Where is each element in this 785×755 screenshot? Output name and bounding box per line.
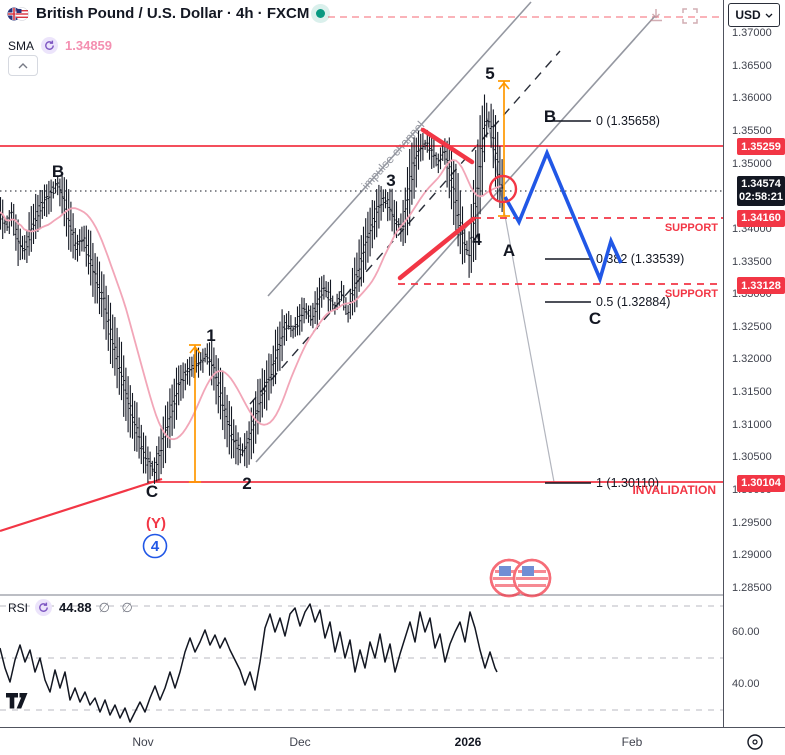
wave-label[interactable]: B [52,162,64,181]
fib-level-label: 0.382 (1.33539) [596,252,684,266]
cycle-degree-label[interactable]: 4 [151,538,160,555]
red-marker-segment[interactable] [397,216,476,281]
tradingview-logo[interactable] [6,692,32,710]
collapse-panel-button[interactable] [8,55,38,76]
price-tick-label: 1.36500 [732,59,772,72]
level-annotation: SUPPORT [665,222,718,234]
currency-pair-watermark-icon [489,558,552,598]
rsi-label[interactable]: RSI [8,600,29,615]
price-tick-label: 1.32500 [732,320,772,333]
last-price-badge[interactable]: 1.34574 02:58:21 [737,176,785,207]
symbol-title[interactable]: British Pound / U.S. Dollar · 4h · FXCM [36,5,310,22]
red-marker-segment[interactable] [420,127,475,165]
rsi-source-icons[interactable]: ∅ ∅ [98,599,137,615]
channel-upper-line[interactable] [267,1,532,297]
projection-zigzag[interactable] [503,148,623,285]
rsi-tick-label: 40.00 [732,678,760,690]
channel-lower-line[interactable] [255,15,656,463]
chart-header: British Pound / U.S. Dollar · 4h · FXCM [7,5,326,22]
wave-label[interactable]: 5 [485,64,494,83]
time-axis-label: Feb [621,735,643,749]
measure-line-arrow [498,81,510,90]
currency-selector[interactable]: USD [728,3,780,27]
time-axis-label: Nov [132,735,154,749]
rsi-refresh-icon[interactable] [35,599,53,616]
measure-line-arrow [189,345,201,354]
price-tick-label: 1.31500 [732,386,772,399]
fib-level-label: 0 (1.35658) [596,114,660,128]
cycle-degree-circle [142,533,168,559]
highlight-circle[interactable] [488,174,518,204]
time-axis-label: Dec [289,735,311,749]
rsi-line [0,603,498,723]
price-tick-label: 1.37000 [732,27,772,39]
wave-label[interactable]: 3 [386,171,395,190]
fib-level-label: 1 (1.30110) [596,476,659,490]
price-tick-label: 1.31000 [732,418,772,431]
rsi-tick-label: 60.00 [732,626,760,638]
rsi-value: 44.88 [59,600,92,615]
level-annotation: INVALIDATION [632,483,716,497]
price-chart-pane[interactable]: impulse channel 0 (1.35658)0.382 (1.33539… [0,0,723,727]
session-clock-icon[interactable] [746,733,764,751]
channel-mid-dashed-line[interactable] [249,50,561,405]
measure-line[interactable] [498,80,510,217]
wave-label[interactable]: A [503,241,515,260]
level-price-badge[interactable]: 1.35259 [737,138,785,156]
download-alert-icon[interactable] [647,7,665,25]
price-tick-label: 1.29000 [732,549,772,562]
wave-label[interactable]: 4 [472,230,482,249]
price-axis[interactable]: USD 1.37000 1.36500 1.36000 1.35500 1.35000 1… [723,0,785,755]
price-tick-label: 1.33500 [732,255,772,268]
price-tick-label: 1.35500 [732,124,772,137]
wave-label[interactable]: 1 [206,326,215,345]
level-price-badge[interactable]: 1.30104 [737,474,785,492]
chevron-up-icon [18,62,28,68]
cycle-degree-label[interactable]: (Y) [146,515,166,532]
rsi-indicator-row: RSI 44.88 ∅ ∅ [8,599,137,616]
sma-label[interactable]: SMA [8,38,35,53]
sma-refresh-icon[interactable] [41,37,59,54]
measure-line[interactable] [189,344,201,483]
market-open-dot-icon[interactable] [316,9,326,18]
countdown-timer: 02:58:21 [738,191,784,204]
level-price-badge[interactable]: 1.33128 [737,277,785,295]
price-tick-label: 1.36000 [732,92,772,105]
sma-indicator-row: SMA 1.34859 [8,37,112,54]
sma-value: 1.34859 [65,38,113,53]
time-axis-label: 2026 [454,735,482,749]
fullscreen-icon[interactable] [681,7,699,25]
price-tick-label: 1.28500 [732,581,772,594]
currency-label: USD [735,8,761,22]
price-tick-label: 1.32000 [732,353,772,366]
price-tick-label: 1.30500 [732,451,772,464]
pair-flags-icon [7,6,29,21]
fib-level-label: 0.5 (1.32884) [596,295,670,309]
sma-line[interactable] [0,159,502,441]
time-axis[interactable]: Nov Dec 2026 Feb [0,727,785,755]
wave-label[interactable]: 2 [242,474,251,493]
level-price-badge[interactable]: 1.34160 [737,209,785,227]
red-trendline[interactable] [0,477,163,533]
wave-label[interactable]: B [544,107,556,126]
price-tick-label: 1.35000 [732,157,772,170]
price-bars [0,94,504,484]
level-annotation: SUPPORT [665,288,718,300]
wave-label[interactable]: C [589,309,601,328]
chevron-down-icon [765,13,773,18]
price-tick-label: 1.29500 [732,516,772,529]
fib-baseline[interactable] [486,117,555,483]
wave-label[interactable]: C [146,482,158,501]
